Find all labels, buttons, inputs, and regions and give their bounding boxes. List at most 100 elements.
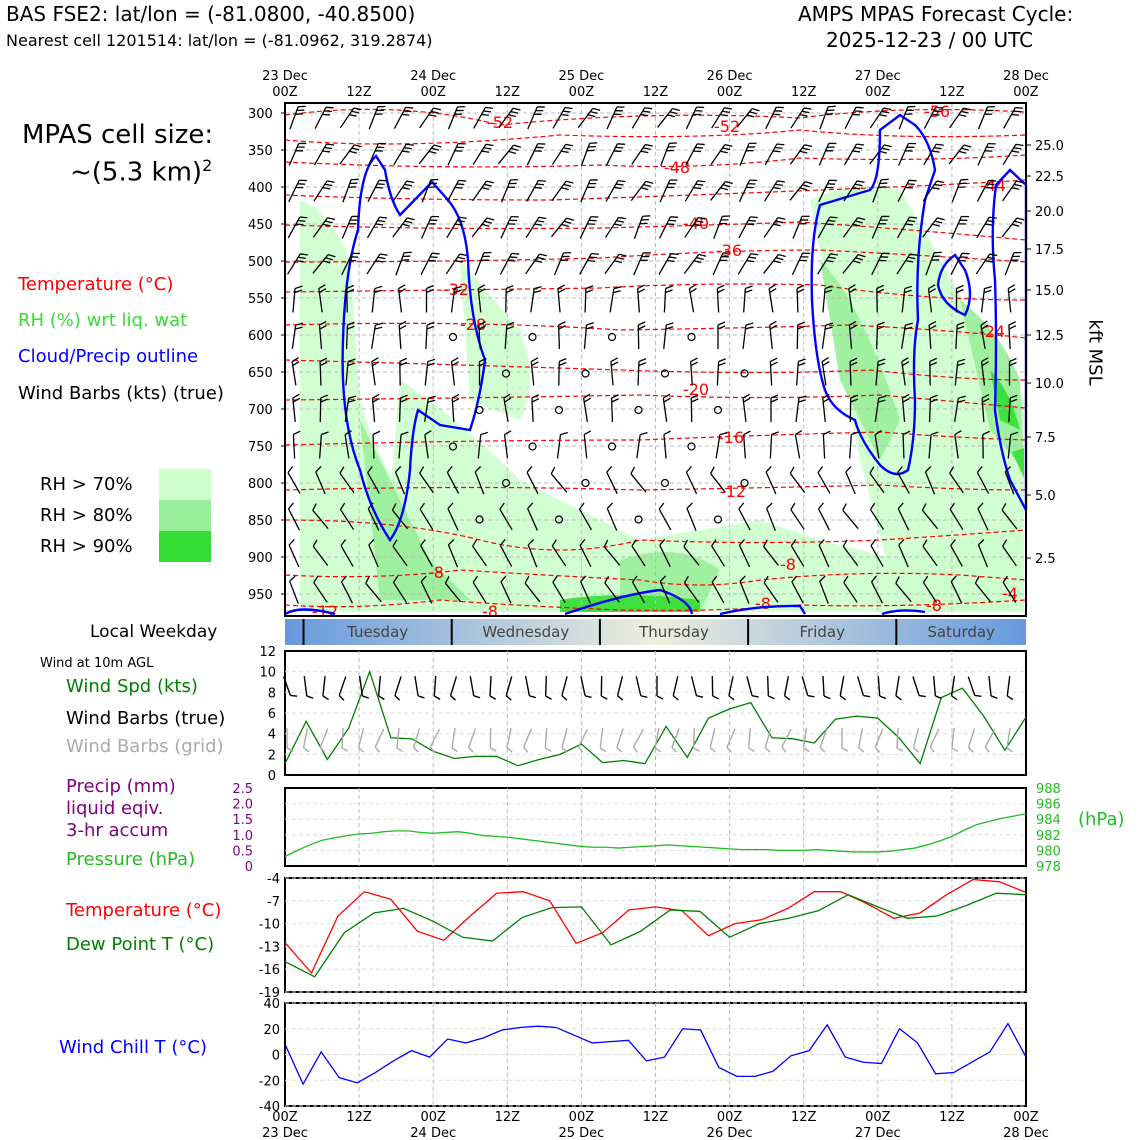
wind-barb	[711, 107, 732, 129]
wind-barb	[663, 285, 673, 313]
rh-shade-2	[810, 186, 1024, 612]
surface-barb-grid	[781, 728, 792, 753]
bottom-hour-10: 00Z	[1013, 1110, 1039, 1125]
wind-barb	[925, 251, 942, 276]
bottom-hour-0: 00Z	[272, 1110, 298, 1125]
legend-precip-3: 3-hr accum	[66, 820, 169, 841]
surface-barb-true	[322, 675, 329, 701]
wind-barb	[398, 431, 409, 459]
pressure-tick-650: 650	[248, 366, 273, 381]
wind-barb	[610, 357, 619, 386]
wind-barb	[393, 106, 414, 129]
surface-barb-true	[505, 676, 513, 701]
wind-barb	[472, 143, 494, 166]
rh-shade-7	[960, 300, 1024, 470]
wind-barb	[897, 179, 917, 202]
wind-barb	[341, 215, 360, 239]
wind-barb	[637, 358, 647, 386]
windchill-tick-40: 40	[263, 997, 280, 1012]
kft-tick-8: 5.0	[1035, 489, 1056, 504]
wind-barb	[319, 357, 328, 386]
wind-barb	[530, 285, 542, 313]
bottom-hour-9: 12Z	[939, 1110, 965, 1125]
temp-label-6: -36	[716, 241, 742, 260]
wind-barb	[976, 216, 997, 239]
wind-barb	[685, 143, 705, 166]
rh-shade-5	[820, 260, 900, 460]
cloud-outline-4	[284, 608, 336, 616]
surface-barb-true	[932, 675, 942, 700]
wind-barb	[739, 575, 750, 604]
legend-rh80: RH > 80%	[40, 505, 133, 526]
wind-barb	[610, 394, 619, 423]
surface-barb-true	[912, 676, 926, 698]
wind-barb	[367, 179, 387, 202]
wind-barb	[633, 252, 651, 276]
wind-barb	[659, 179, 678, 203]
wind-barb	[874, 430, 882, 459]
wind-barb	[819, 575, 829, 604]
wind-barb	[368, 539, 379, 568]
temp-label-13: -8	[428, 563, 444, 582]
wind-barb	[849, 431, 859, 459]
wind-barb	[658, 502, 672, 531]
wind-barb	[366, 253, 388, 275]
wind-barb	[818, 142, 837, 166]
wind-barb	[716, 358, 726, 386]
wind-barb	[367, 466, 380, 494]
wind-barb	[842, 503, 859, 530]
wind-barb	[712, 252, 731, 276]
precip-tick-4: 2.0	[232, 798, 253, 813]
wind-barb	[738, 502, 751, 531]
wind-barb	[869, 144, 892, 165]
surface-barb-grid	[819, 728, 828, 753]
wind-barb	[313, 180, 335, 202]
wind-barb	[924, 466, 936, 495]
wind-barb	[789, 466, 806, 493]
wind-barb	[473, 106, 493, 129]
temp-label-3: -48	[664, 158, 690, 177]
surface-barb-true	[635, 676, 648, 698]
wind-barb	[579, 252, 599, 275]
surface-barb-true	[895, 676, 902, 701]
wind-barb	[288, 179, 307, 203]
wind-barb	[450, 285, 462, 313]
surface-barb-grid	[451, 728, 458, 753]
wind-barb	[1001, 217, 1025, 238]
precip-tick-3: 1.5	[232, 813, 253, 828]
pressure-tick-750: 750	[248, 440, 273, 455]
wind-barb	[287, 466, 301, 494]
wind-barb	[505, 285, 514, 313]
precip-tick-0: 0	[245, 860, 253, 875]
top-hour-9: 12Z	[939, 85, 965, 100]
rh-shade-0	[300, 200, 560, 612]
wind-barb	[578, 502, 593, 531]
legend-rh70: RH > 70%	[40, 474, 133, 495]
temp-label-7: -32	[443, 280, 469, 299]
wind-barb	[339, 144, 362, 165]
pressure-tick-950: 950	[248, 588, 273, 603]
calm-circle	[554, 405, 564, 415]
wind-barb	[928, 320, 937, 350]
wind-barb	[531, 394, 540, 423]
wind-barb	[630, 180, 654, 201]
calm-circle	[740, 369, 749, 378]
wind-barbs-cross-section	[287, 105, 1025, 604]
wind-barb	[527, 539, 538, 568]
wind-barb	[526, 466, 539, 494]
calm-circle	[528, 442, 537, 451]
wind-barb	[526, 179, 546, 202]
wind-barb	[791, 252, 811, 276]
wind-barb	[288, 142, 307, 166]
wind-barb	[975, 253, 998, 275]
surface-barb-grid	[577, 728, 589, 753]
surface-barb-true	[783, 676, 791, 701]
wind-barb	[553, 252, 572, 276]
wind-barb	[690, 357, 699, 386]
hpa-tick-984: 984	[1036, 813, 1061, 828]
wind-barb	[339, 502, 355, 530]
wind-barb	[478, 321, 487, 350]
wind-barb	[710, 180, 733, 201]
wind-barb	[870, 575, 884, 604]
